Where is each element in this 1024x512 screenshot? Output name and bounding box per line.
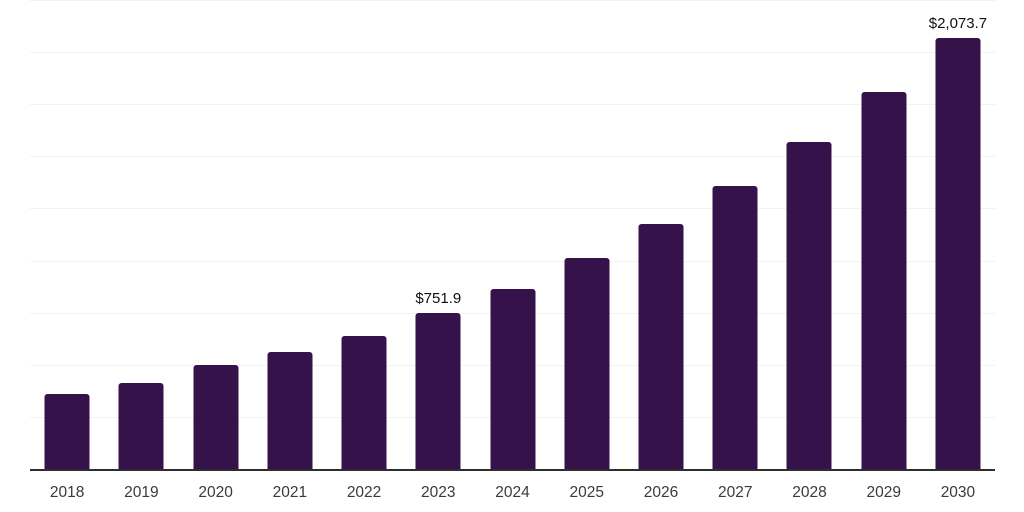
x-axis-tick-label-2028: 2028 — [792, 484, 827, 501]
gridline — [30, 260, 995, 262]
bar-slot-2020 — [178, 1, 252, 470]
gridline — [30, 156, 995, 158]
bar-slot-2027 — [698, 1, 772, 470]
bar-2021 — [267, 351, 313, 470]
bar-slot-2023: $751.9 — [401, 1, 475, 470]
bar-slot-2018 — [30, 1, 104, 470]
bar-slot-2029 — [847, 1, 921, 470]
bar-2022 — [341, 335, 387, 470]
x-axis-tick-label-2030: 2030 — [940, 484, 976, 501]
bar-slot-2021 — [253, 1, 327, 470]
plot-area: $751.9 $2,073.7 — [30, 0, 995, 471]
bar-slot-2025 — [550, 1, 624, 470]
x-axis-tick-label-2026: 2026 — [643, 484, 679, 501]
bar-slot-2030: $2,073.7 — [921, 1, 995, 470]
bar-slot-2028 — [772, 1, 846, 470]
bar-slot-2022 — [327, 1, 401, 470]
bar-2030 — [935, 37, 981, 470]
x-axis-tick-label-2019: 2019 — [124, 484, 159, 501]
x-axis-line — [30, 469, 995, 471]
bar-2028 — [786, 141, 832, 470]
x-axis-tick-labels: 2018 2019 2020 2021 2022 2023 2024 2025 2026 2027… — [30, 484, 995, 503]
x-axis-tick-label-2029: 2029 — [866, 484, 901, 501]
x-axis-tick-label-2027: 2027 — [717, 484, 753, 501]
bar-2018 — [44, 393, 90, 470]
x-axis-tick-label-2024: 2024 — [495, 484, 530, 501]
gridline — [30, 104, 995, 106]
x-axis-tick-label-2022: 2022 — [346, 484, 382, 501]
x-axis-tick-label-2025: 2025 — [569, 484, 604, 501]
bar-slot-2024 — [475, 1, 549, 470]
bar-value-label-2023: $751.9 — [415, 290, 462, 308]
bar-2019 — [118, 382, 164, 470]
x-axis-tick-label-2021: 2021 — [272, 484, 308, 501]
gridline — [30, 208, 995, 210]
bar-2024 — [490, 289, 536, 470]
bar-2025 — [564, 258, 610, 470]
bar-2027 — [712, 186, 758, 470]
gridline — [30, 0, 995, 1]
bar-value-label-2030: $2,073.7 — [928, 14, 988, 32]
bar-2023 — [415, 313, 461, 470]
x-axis-tick-label-2020: 2020 — [198, 484, 233, 501]
bar-slot-2026 — [624, 1, 698, 470]
x-axis-tick-label-2018: 2018 — [49, 484, 85, 501]
bar-slot-2019 — [104, 1, 178, 470]
bar-2029 — [861, 92, 907, 470]
bar-slots: $751.9 $2,073.7 — [30, 1, 995, 470]
gridline — [30, 52, 995, 54]
x-axis-tick-label-2023: 2023 — [421, 484, 456, 501]
bar-2026 — [638, 224, 684, 470]
bar-2020 — [193, 364, 239, 470]
